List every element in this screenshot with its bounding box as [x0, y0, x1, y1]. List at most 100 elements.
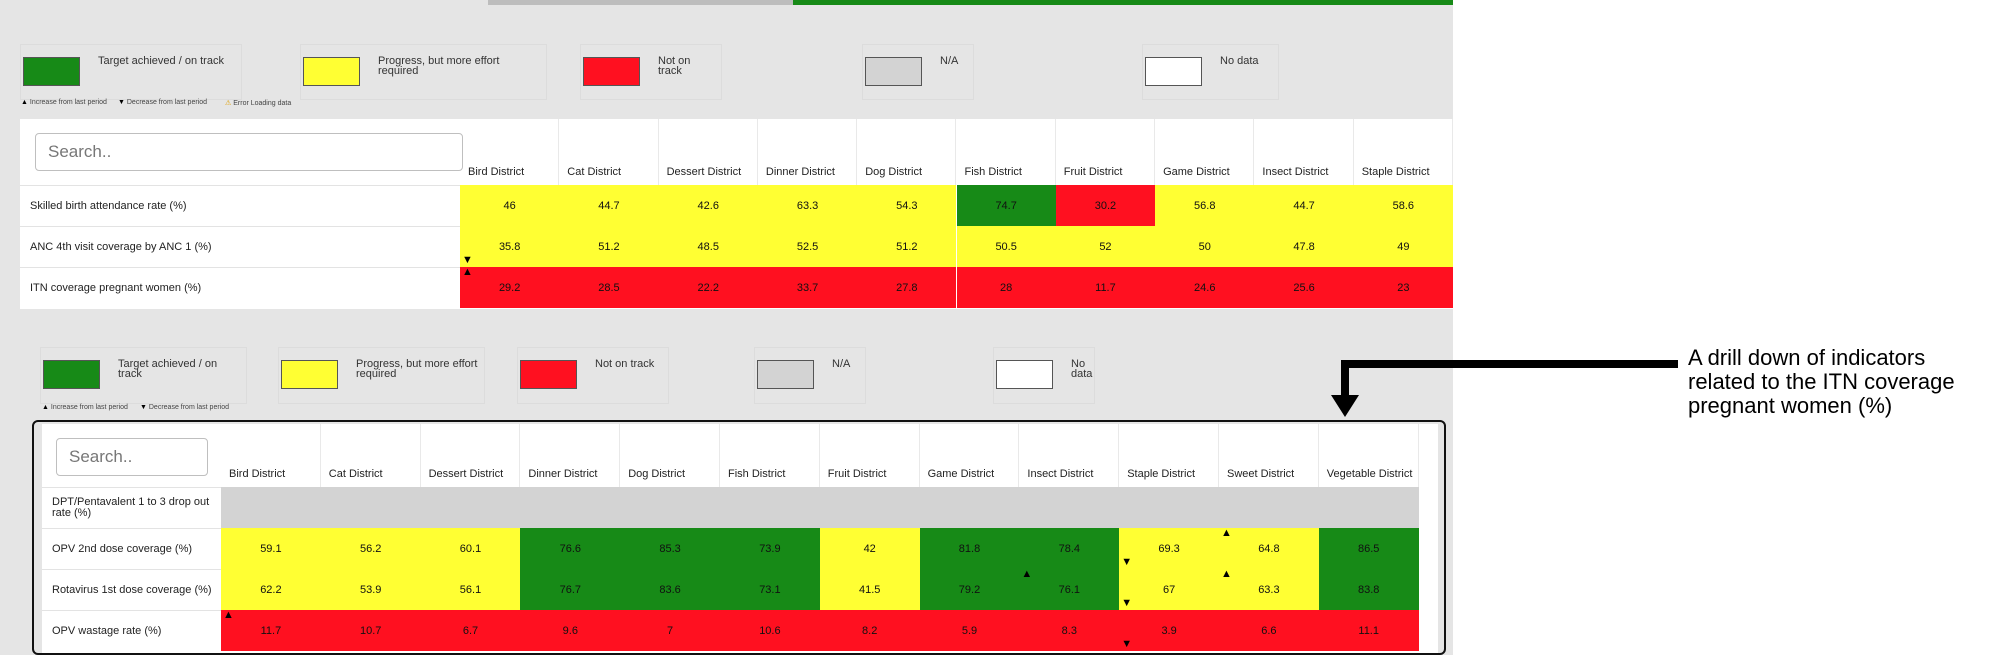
column-header[interactable]: Dog District [857, 119, 957, 185]
table-cell[interactable]: 49 [1353, 226, 1453, 267]
table-cell[interactable]: 23 [1353, 267, 1453, 308]
table-cell[interactable] [620, 487, 720, 528]
table-cell[interactable]: 50.5 [956, 226, 1056, 267]
table-cell[interactable]: 11.7 [1055, 267, 1156, 308]
column-header[interactable]: Bird District [221, 424, 321, 487]
row-label[interactable]: ITN coverage pregnant women (%) [20, 267, 460, 308]
table-cell[interactable]: 58.6 [1353, 185, 1453, 226]
table-cell[interactable]: 29.2 [460, 267, 560, 308]
table-cell[interactable]: 74.7 [956, 185, 1056, 226]
table-cell[interactable] [1219, 487, 1319, 528]
table-cell[interactable]: 41.5 [819, 569, 920, 610]
table-cell[interactable]: 59.1 [221, 528, 321, 569]
table-cell[interactable]: 10.7 [320, 610, 421, 651]
table-cell[interactable]: 63.3 [1219, 569, 1319, 610]
column-header[interactable]: Staple District [1119, 424, 1219, 487]
column-header[interactable]: Cat District [559, 119, 659, 185]
table-cell[interactable]: 62.2 [221, 569, 321, 610]
table-cell[interactable]: 76.1 [1019, 569, 1120, 610]
table-cell[interactable]: 86.5 [1318, 528, 1419, 569]
table-cell[interactable]: 8.3 [1019, 610, 1120, 651]
column-header[interactable]: Dinner District [520, 424, 621, 487]
table-cell[interactable]: 52.5 [757, 226, 858, 267]
table-cell[interactable]: 56.1 [420, 569, 521, 610]
table-cell[interactable]: 56.2 [320, 528, 421, 569]
column-header[interactable]: Game District [920, 424, 1020, 487]
table-cell[interactable]: 28.5 [559, 267, 659, 308]
table-cell[interactable]: 83.6 [620, 569, 720, 610]
table-cell[interactable]: 52 [1055, 226, 1156, 267]
table-cell[interactable]: 76.6 [520, 528, 621, 569]
table-cell[interactable]: 22.2 [658, 267, 758, 308]
table-cell[interactable] [819, 487, 920, 528]
table-cell[interactable]: 35.8 [460, 226, 560, 267]
table-cell[interactable]: 56.8 [1155, 185, 1255, 226]
column-header[interactable]: Insect District [1254, 119, 1354, 185]
table-cell[interactable]: 67 [1119, 569, 1219, 610]
column-header[interactable]: Fruit District [1056, 119, 1156, 185]
column-header[interactable]: Fruit District [820, 424, 920, 487]
table-cell[interactable]: 79.2 [919, 569, 1020, 610]
table-cell[interactable]: 5.9 [919, 610, 1020, 651]
table-cell[interactable]: 9.6 [520, 610, 621, 651]
table-cell[interactable]: 33.7 [757, 267, 858, 308]
table-cell[interactable]: 10.6 [720, 610, 820, 651]
table-cell[interactable]: 46 [460, 185, 560, 226]
table-cell[interactable]: 83.8 [1318, 569, 1419, 610]
table-cell[interactable] [221, 487, 321, 528]
column-header[interactable]: Dessert District [659, 119, 758, 185]
table-cell[interactable] [919, 487, 1020, 528]
table-cell[interactable]: 44.7 [1254, 185, 1354, 226]
table-cell[interactable]: 69.3 [1119, 528, 1219, 569]
table-cell[interactable]: 24.6 [1155, 267, 1255, 308]
table-cell[interactable] [520, 487, 621, 528]
column-header[interactable]: Game District [1155, 119, 1255, 185]
table-cell[interactable]: 73.9 [720, 528, 820, 569]
table-cell[interactable]: 63.3 [757, 185, 858, 226]
column-header[interactable]: Dessert District [421, 424, 521, 487]
column-header[interactable]: Sweet District [1219, 424, 1319, 487]
table-cell[interactable]: 8.2 [819, 610, 920, 651]
table-cell[interactable]: 48.5 [658, 226, 758, 267]
table-cell[interactable]: 6.6 [1219, 610, 1319, 651]
table-cell[interactable] [1318, 487, 1419, 528]
column-header[interactable]: Dinner District [758, 119, 858, 185]
table-cell[interactable]: 64.8 [1219, 528, 1319, 569]
table-cell[interactable]: 81.8 [919, 528, 1020, 569]
table-cell[interactable]: 6.7 [420, 610, 521, 651]
table-cell[interactable]: 3.9 [1119, 610, 1219, 651]
column-header[interactable]: Fish District [957, 119, 1056, 185]
table-cell[interactable]: 78.4 [1019, 528, 1120, 569]
table-cell[interactable]: 30.2 [1055, 185, 1156, 226]
table-cell[interactable] [1119, 487, 1219, 528]
row-label[interactable]: ANC 4th visit coverage by ANC 1 (%) [20, 226, 460, 267]
table-cell[interactable] [420, 487, 521, 528]
column-header[interactable]: Cat District [321, 424, 421, 487]
table-cell[interactable]: 85.3 [620, 528, 720, 569]
search-input[interactable]: Search.. [56, 438, 208, 476]
table-cell[interactable]: 73.1 [720, 569, 820, 610]
table-cell[interactable]: 11.7 [221, 610, 321, 651]
table-cell[interactable]: 51.2 [559, 226, 659, 267]
table-cell[interactable]: 42 [819, 528, 920, 569]
column-header[interactable]: Staple District [1354, 119, 1453, 185]
table-cell[interactable]: 60.1 [420, 528, 521, 569]
table-cell[interactable]: 7 [620, 610, 720, 651]
table-cell[interactable] [320, 487, 421, 528]
table-cell[interactable]: 76.7 [520, 569, 621, 610]
row-label[interactable]: DPT/Pentavalent 1 to 3 drop out rate (%) [42, 487, 221, 528]
table-cell[interactable]: 50 [1155, 226, 1255, 267]
table-cell[interactable]: 54.3 [857, 185, 957, 226]
search-input[interactable]: Search.. [35, 133, 463, 171]
column-header[interactable]: Insect District [1019, 424, 1120, 487]
table-cell[interactable]: 47.8 [1254, 226, 1354, 267]
column-header[interactable]: Dog District [620, 424, 720, 487]
table-cell[interactable]: 51.2 [857, 226, 957, 267]
table-cell[interactable]: 53.9 [320, 569, 421, 610]
table-cell[interactable]: 44.7 [559, 185, 659, 226]
table-cell[interactable]: 25.6 [1254, 267, 1354, 308]
row-label[interactable]: OPV wastage rate (%) [42, 610, 221, 651]
table-cell[interactable]: 11.1 [1318, 610, 1419, 651]
row-label[interactable]: OPV 2nd dose coverage (%) [42, 528, 221, 569]
column-header[interactable]: Bird District [460, 119, 560, 185]
